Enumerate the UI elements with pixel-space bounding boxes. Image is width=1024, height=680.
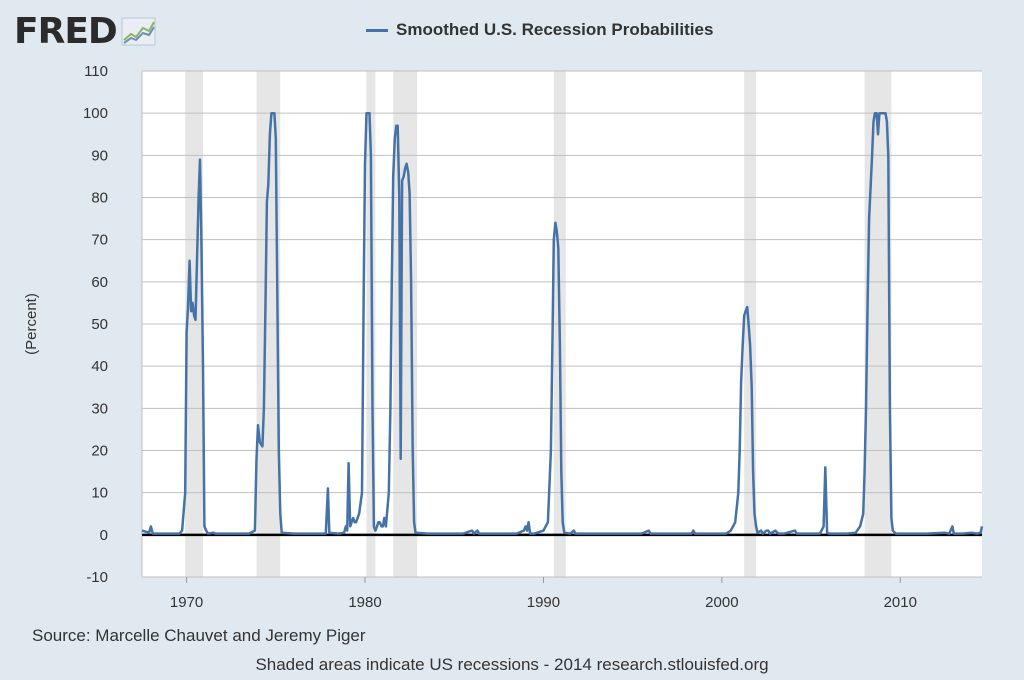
y-tick-label: 70	[91, 232, 108, 249]
x-tick-label: 1980	[348, 594, 381, 611]
y-tick-label: 90	[91, 147, 108, 164]
x-tick-label: 2000	[705, 594, 738, 611]
y-axis-label: (Percent)	[23, 293, 40, 355]
x-tick-label: 1990	[527, 594, 560, 611]
y-tick-label: 40	[91, 358, 108, 375]
y-tick-label: 60	[91, 274, 108, 291]
y-tick-label: 20	[91, 443, 108, 460]
series-line	[141, 111, 984, 535]
source-text: Source: Marcelle Chauvet and Jeremy Pige…	[32, 626, 366, 645]
x-tick-label: 1970	[170, 594, 203, 611]
legend-label: Smoothed U.S. Recession Probabilities	[396, 20, 714, 39]
y-tick-label: 10	[91, 485, 108, 502]
y-tick-label: 100	[83, 105, 108, 122]
y-tick-label: -10	[86, 569, 108, 586]
x-tick-label: 2010	[884, 594, 917, 611]
chart-legend: Smoothed U.S. Recession Probabilities	[366, 20, 713, 40]
footer-note: Shaded areas indicate US recessions - 20…	[255, 655, 769, 674]
logo-text: FRED	[14, 11, 118, 52]
y-tick-label: 0	[100, 527, 108, 544]
recession-probability-chart: -10 0 10 20 30 40 50 60 70 80 90 100 110 1970 1980 1990…	[23, 63, 984, 611]
fred-logo: FRED	[14, 12, 157, 52]
y-tick-label: 110	[84, 63, 108, 80]
y-tick-label: 50	[91, 316, 108, 333]
y-tick-label: 30	[91, 400, 108, 417]
chart-line-icon	[121, 17, 156, 46]
legend-swatch	[366, 28, 388, 32]
y-tick-label: 80	[91, 190, 108, 207]
